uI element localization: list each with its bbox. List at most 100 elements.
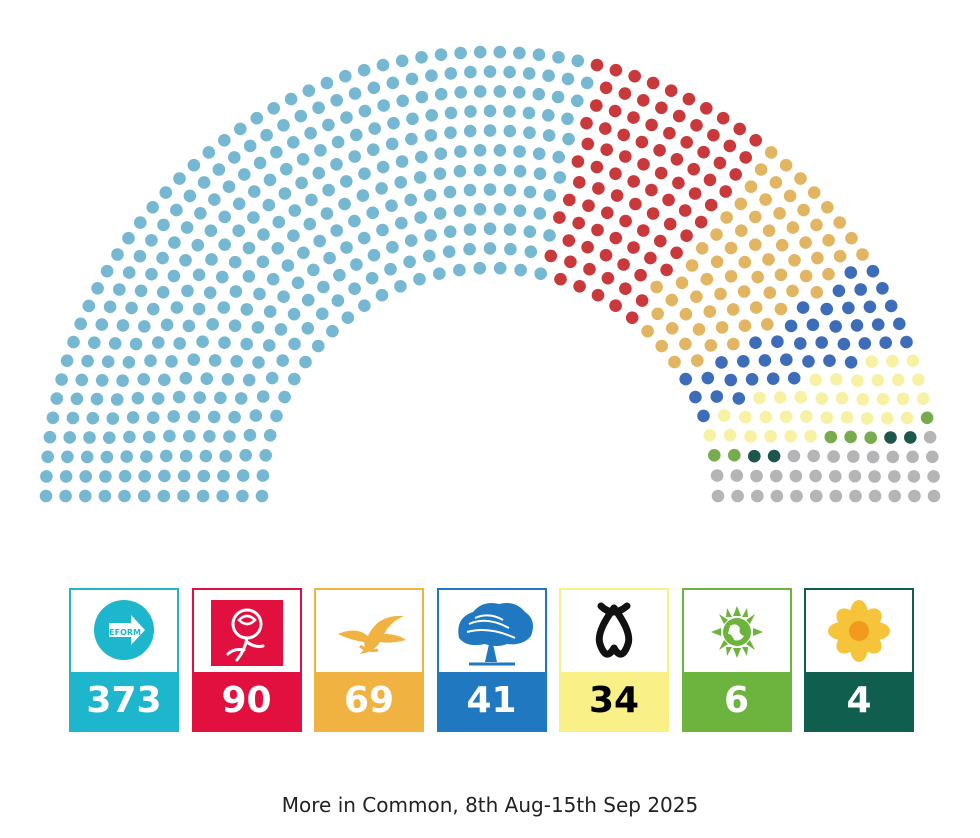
seat-dot-party-5: [759, 410, 773, 424]
seat-dot-party-1: [358, 167, 371, 180]
seat-dot-party-2: [707, 128, 720, 142]
seat-dot-party-2: [739, 151, 752, 164]
seat-dot-party-4: [689, 390, 702, 404]
seat-dot-party-5: [820, 411, 834, 425]
seat-dot-party-1: [493, 261, 507, 275]
seat-dot-party-1: [41, 450, 54, 464]
seat-dot-party-1: [253, 156, 267, 170]
seat-dot-party-1: [367, 248, 381, 262]
seat-dot-party-2: [719, 185, 732, 198]
seat-dot-party-1: [534, 267, 547, 281]
seat-dot-party-4: [820, 302, 833, 316]
seat-dot-party-1: [415, 90, 429, 104]
seat-dot-party-4: [893, 317, 906, 331]
seat-dot-party-1: [180, 221, 194, 234]
seat-dot-party-3: [833, 249, 847, 263]
seat-dot-party-1: [86, 411, 100, 425]
seat-dot-party-5: [865, 355, 879, 369]
seat-dot-party-1: [212, 163, 226, 176]
seat-dot-party-2: [609, 167, 622, 180]
seat-dot-party-1: [571, 54, 585, 68]
seat-dot-party-1: [330, 94, 344, 107]
seat-dot-party-1: [358, 299, 371, 313]
seat-dot-party-1: [288, 337, 301, 351]
seat-dot-party-4: [766, 372, 780, 386]
seat-dot-party-1: [301, 293, 315, 307]
seat-dot-party-5: [880, 411, 894, 425]
seat-dot-party-5: [886, 354, 899, 368]
seat-dot-party-1: [523, 126, 536, 139]
seat-dot-party-6: [864, 431, 877, 445]
seat-dot-party-1: [464, 105, 477, 118]
seat-dot-party-1: [260, 128, 273, 142]
seat-dot-party-1: [425, 69, 438, 82]
seat-dot-party-7: [748, 449, 761, 463]
seat-dot-party-1: [503, 105, 516, 118]
seat-dot-party-1: [43, 430, 57, 444]
seat-dot-party-1: [463, 223, 477, 236]
seat-dot-party-3: [714, 287, 727, 301]
seat-dot-party-1: [138, 470, 151, 483]
seat-dot-party-1: [55, 373, 68, 386]
seat-dot-party-1: [152, 336, 165, 349]
seat-dot-party-5: [860, 412, 874, 425]
seat-dot-party-2: [554, 272, 567, 286]
seat-dot-party-2: [729, 168, 742, 181]
seat-dot-party-4: [876, 282, 889, 295]
seat-dot-party-2: [580, 116, 593, 130]
seat-dot-party-1: [503, 223, 517, 236]
daffodil-icon: [828, 600, 890, 662]
seat-dot-party-1: [297, 246, 310, 260]
seat-dot-party-6: [920, 411, 934, 425]
seat-dot-party-1: [384, 262, 397, 276]
seat-dot-party-1: [433, 167, 447, 180]
seat-dot-party-4: [749, 336, 762, 350]
seat-dot-party-1: [253, 287, 266, 301]
seat-dot-party-3: [651, 307, 664, 321]
seat-dot-party-1: [395, 155, 409, 168]
seat-dot-party-2: [581, 240, 594, 254]
seat-count: 90: [193, 672, 300, 730]
seat-dot-party-2: [563, 193, 576, 207]
seat-dot-party-1: [263, 429, 277, 442]
seat-dot-party-3: [650, 280, 663, 294]
seat-dot-party-1: [281, 259, 295, 272]
seat-dot-party-1: [129, 337, 143, 351]
seat-dot-party-1: [356, 189, 370, 202]
seat-dot-party-1: [503, 183, 517, 197]
seat-dot-party-4: [829, 320, 842, 333]
seat-dot-party-1: [203, 430, 216, 443]
seat-dot-party-5: [891, 373, 905, 387]
seat-dot-party-1: [248, 185, 261, 198]
seat-dot-party-1: [394, 280, 407, 293]
seat-dot-party-1: [395, 54, 409, 68]
seat-dot-party-2: [645, 118, 658, 132]
seat-dot-party-8: [710, 469, 724, 482]
seat-dot-party-2: [663, 217, 677, 231]
seat-dot-party-1: [514, 263, 527, 277]
seat-dot-party-1: [284, 92, 298, 106]
seat-dot-party-3: [762, 253, 775, 266]
seat-dot-party-1: [144, 354, 157, 368]
seat-dot-party-1: [493, 163, 507, 177]
seat-dot-party-4: [758, 354, 772, 367]
seat-dot-party-1: [316, 307, 329, 321]
party-card-1: REFORM UK 373: [69, 588, 179, 732]
svg-text:UK: UK: [111, 638, 121, 646]
seat-dot-party-1: [524, 245, 538, 258]
seat-dot-party-1: [196, 335, 209, 349]
seat-dot-party-1: [217, 469, 230, 483]
seat-dot-party-5: [809, 373, 822, 387]
seat-dot-party-4: [701, 371, 715, 385]
seat-dot-party-3: [774, 268, 788, 282]
seat-dot-party-1: [288, 372, 301, 386]
seat-dot-party-1: [513, 46, 526, 60]
seat-dot-party-8: [848, 469, 862, 483]
seat-count: 4: [806, 672, 912, 730]
seat-dot-party-3: [668, 355, 681, 369]
seat-dot-party-1: [142, 430, 156, 444]
seat-dot-party-2: [583, 262, 596, 276]
seat-dot-party-1: [513, 204, 527, 217]
snp-knot-icon: [595, 602, 633, 658]
seat-dot-party-1: [553, 171, 567, 184]
